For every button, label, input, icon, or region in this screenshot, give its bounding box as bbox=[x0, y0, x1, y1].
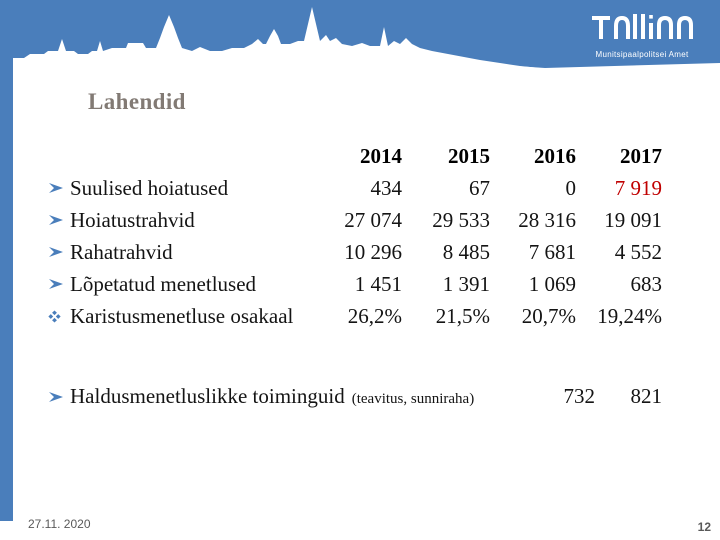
table-row: Karistusmenetluse osakaal 26,2% 21,5% 20… bbox=[48, 300, 662, 332]
cell-value: 1 451 bbox=[354, 271, 402, 296]
footer-date: 27.11. 2020 bbox=[28, 517, 91, 531]
table-row: Lõpetatud menetlused 1 451 1 391 1 069 6… bbox=[48, 268, 662, 300]
diamond-bullet-icon bbox=[48, 309, 70, 323]
tallinn-logo-icon bbox=[592, 14, 693, 39]
row-label: Haldusmenetluslikke toiminguid (teavitus,… bbox=[70, 384, 474, 409]
arrow-bullet-icon bbox=[48, 214, 70, 226]
year-header: 2016 bbox=[534, 143, 576, 168]
admin-label-text: Haldusmenetluslikke toiminguid bbox=[70, 384, 345, 408]
cell-value: 434 bbox=[370, 175, 403, 200]
banner bbox=[0, 0, 720, 86]
cell-value-highlighted: 7 919 bbox=[614, 175, 662, 200]
table-row: Hoiatustrahvid 27 074 29 533 28 316 19 0… bbox=[48, 204, 662, 236]
cell-value: 29 533 bbox=[432, 207, 490, 232]
skyline-graphic-icon bbox=[0, 0, 720, 86]
table-row: Suulised hoiatused 434 67 0 7 919 bbox=[48, 172, 662, 204]
arrow-bullet-icon bbox=[48, 391, 70, 403]
table-row: Rahatrahvid 10 296 8 485 7 681 4 552 bbox=[48, 236, 662, 268]
cell-value: 1 069 bbox=[528, 271, 576, 296]
results-table: 2014 2015 2016 2017 Suulised hoiatused 4… bbox=[48, 140, 662, 332]
logo-subtitle: Munitsipaalpolitsei Amet bbox=[595, 50, 689, 59]
cell-value: 28 316 bbox=[518, 207, 576, 232]
year-header: 2014 bbox=[360, 143, 402, 168]
arrow-bullet-icon bbox=[48, 278, 70, 290]
page-number: 12 bbox=[697, 520, 711, 534]
admin-label-note: (teavitus, sunniraha) bbox=[351, 391, 475, 407]
row-label: Lõpetatud menetlused bbox=[70, 271, 257, 296]
cell-value: 27 074 bbox=[344, 207, 402, 232]
cell-value: 10 296 bbox=[344, 239, 402, 264]
cell-value: 21,5% bbox=[435, 303, 490, 328]
cell-value: 19,24% bbox=[597, 303, 662, 328]
cell-value: 1 391 bbox=[442, 271, 490, 296]
tallinn-logo: Munitsipaalpolitsei Amet bbox=[576, 13, 708, 59]
cell-value: 20,7% bbox=[521, 303, 576, 328]
row-label: Karistusmenetluse osakaal bbox=[70, 303, 294, 328]
cell-value: 8 485 bbox=[442, 239, 490, 264]
row-label: Rahatrahvid bbox=[70, 239, 173, 264]
left-accent-bar bbox=[0, 0, 13, 521]
cell-value: 19 091 bbox=[604, 207, 662, 232]
cell-value: 26,2% bbox=[347, 303, 402, 328]
cell-value: 683 bbox=[630, 271, 663, 296]
cell-value: 821 bbox=[630, 384, 663, 408]
cell-value: 67 bbox=[469, 175, 490, 200]
table-header-row: 2014 2015 2016 2017 bbox=[48, 140, 662, 172]
cell-value: 4 552 bbox=[614, 239, 662, 264]
cell-value: 7 681 bbox=[528, 239, 576, 264]
cell-value: 0 bbox=[565, 175, 577, 200]
year-header: 2015 bbox=[448, 143, 490, 168]
row-label: Suulised hoiatused bbox=[70, 175, 229, 200]
cell-value: 732 bbox=[563, 384, 596, 408]
arrow-bullet-icon bbox=[48, 182, 70, 194]
slide-title: Lahendid bbox=[88, 89, 186, 114]
admin-procedures-row: Haldusmenetluslikke toiminguid (teavitus,… bbox=[48, 384, 662, 409]
year-header: 2017 bbox=[620, 143, 662, 168]
arrow-bullet-icon bbox=[48, 246, 70, 258]
row-label: Hoiatustrahvid bbox=[70, 207, 195, 232]
